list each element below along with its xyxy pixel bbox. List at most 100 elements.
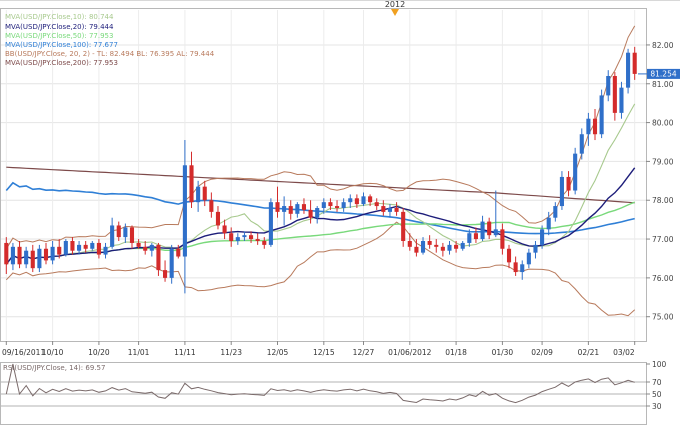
- candle: [368, 194, 373, 207]
- candle: [513, 256, 518, 276]
- candle: [334, 200, 340, 212]
- candle: [90, 241, 95, 251]
- candle-body: [493, 229, 498, 236]
- candle: [632, 46, 637, 80]
- candle: [592, 109, 598, 141]
- candle: [387, 204, 393, 218]
- candle: [295, 202, 300, 218]
- candle: [460, 241, 465, 251]
- candle: [43, 242, 49, 265]
- candle: [341, 198, 346, 212]
- x-tick-label: 09/16/2011: [2, 348, 45, 357]
- candle-body: [387, 208, 393, 212]
- candle-body: [414, 246, 419, 253]
- candle-body: [242, 235, 247, 238]
- candle-body: [586, 118, 591, 135]
- candle: [288, 200, 293, 220]
- triangle-marker-icon: [391, 9, 399, 16]
- candle-body: [262, 241, 267, 245]
- mva200-series: [6, 166, 635, 204]
- candle: [189, 151, 194, 208]
- candle-body: [454, 244, 459, 249]
- candle: [30, 244, 35, 273]
- candle-body: [434, 244, 439, 247]
- candle: [526, 248, 531, 269]
- candle: [566, 171, 571, 197]
- candle: [612, 72, 617, 121]
- x-tick-label: 01/30: [492, 348, 514, 357]
- legend-mva100: MVA(USD/JPY.Close,100): 77.677: [5, 41, 118, 49]
- legend-mva200: MVA(USD/JPY.Close,200): 77.953: [5, 59, 118, 67]
- candle: [110, 217, 115, 249]
- candle-body: [110, 225, 115, 247]
- candle-body: [619, 87, 624, 113]
- candle: [77, 241, 82, 255]
- candle: [473, 227, 478, 243]
- candle: [275, 186, 280, 218]
- x-tick-label: 02/09: [531, 348, 553, 357]
- candle-body: [321, 202, 326, 208]
- y-tick-label: 75.00: [652, 313, 674, 322]
- last-price-badge-text: 81.254: [650, 69, 676, 78]
- candle-body: [341, 202, 346, 208]
- candle: [242, 231, 247, 241]
- candle: [57, 239, 62, 259]
- candle-body: [368, 196, 373, 203]
- candle-body: [553, 206, 558, 218]
- grid: [1, 10, 646, 340]
- legend-mva50: MVA(USD/JPY.Close,50): 77.953: [5, 32, 113, 40]
- candle-body: [222, 225, 227, 234]
- candle: [182, 140, 187, 294]
- x-tick-label: 11/23: [220, 348, 242, 357]
- candle-body: [63, 241, 68, 255]
- candle-body: [169, 248, 174, 278]
- candle: [156, 242, 161, 276]
- candle: [559, 171, 564, 210]
- candle: [480, 215, 485, 241]
- candle-body: [592, 118, 598, 135]
- rsi-tick-label: 70: [652, 378, 662, 387]
- candle: [328, 198, 333, 210]
- candle: [573, 147, 578, 195]
- candle-body: [394, 208, 399, 212]
- candle-body: [348, 198, 353, 203]
- candle: [454, 241, 459, 253]
- candle-body: [506, 248, 512, 263]
- legend-mva10: MVA(USD/JPY.Close,10): 80.744: [5, 13, 114, 21]
- x-tick-label: 11/11: [174, 348, 196, 357]
- candle-body: [268, 202, 273, 245]
- candle: [394, 202, 399, 216]
- candle-body: [163, 270, 168, 278]
- candle-body: [520, 264, 525, 273]
- candle-body: [229, 233, 234, 241]
- candle-body: [480, 221, 485, 240]
- candle-body: [612, 76, 617, 113]
- candle: [235, 233, 240, 245]
- candle-body: [129, 227, 135, 243]
- candle: [354, 194, 359, 208]
- candle: [209, 192, 214, 218]
- mva20-line: [5, 167, 636, 265]
- candle-body: [354, 198, 359, 205]
- candle: [401, 208, 406, 247]
- candle: [169, 244, 174, 284]
- candle-body: [315, 208, 320, 218]
- candle: [50, 241, 55, 265]
- candle-body: [136, 242, 141, 247]
- candle-body: [440, 246, 445, 251]
- candle: [348, 194, 353, 208]
- candle: [467, 229, 472, 247]
- y-tick-label: 81.00: [652, 80, 674, 89]
- candle: [96, 239, 101, 259]
- x-tick-label: 11/01: [128, 348, 150, 357]
- candle: [579, 128, 584, 160]
- candle-body: [295, 204, 300, 214]
- candle-body: [500, 229, 505, 249]
- rsi-tick-label: 50: [652, 390, 662, 399]
- last-price-badge: 81.254: [638, 68, 680, 79]
- x-tick-label: 12/05: [267, 348, 289, 357]
- y-tick-label: 80.00: [652, 119, 674, 128]
- candle: [500, 223, 505, 255]
- candle: [268, 198, 273, 247]
